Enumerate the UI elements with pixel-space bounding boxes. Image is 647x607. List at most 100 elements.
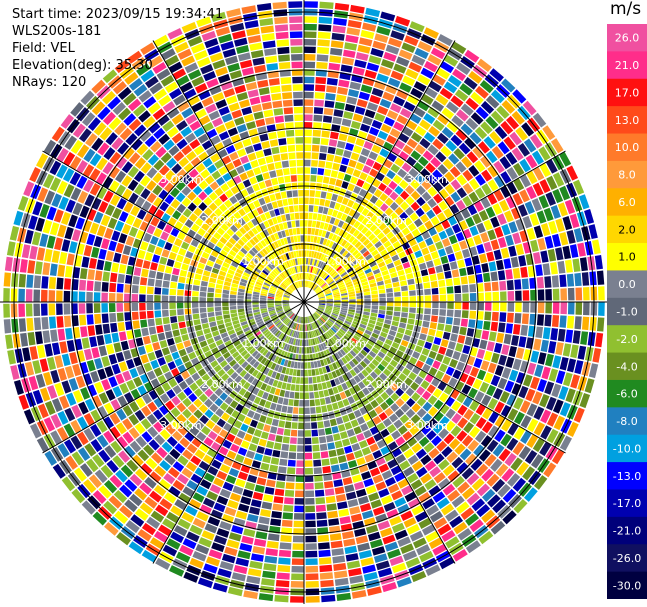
velocity-gate (260, 306, 267, 309)
velocity-gate (252, 340, 260, 347)
velocity-gate (244, 145, 255, 154)
velocity-gate (333, 324, 340, 330)
velocity-gate (326, 404, 334, 412)
velocity-gate (163, 492, 177, 504)
velocity-gate (68, 214, 78, 228)
velocity-gate (235, 478, 246, 488)
velocity-gate (33, 303, 41, 317)
velocity-gate (115, 373, 125, 385)
velocity-gate (552, 302, 560, 314)
velocity-gate (51, 126, 65, 142)
velocity-gate (358, 37, 373, 47)
velocity-gate (393, 121, 405, 132)
velocity-gate (101, 355, 111, 367)
velocity-gate (578, 194, 590, 210)
velocity-gate (328, 241, 334, 249)
velocity-gate (307, 265, 310, 273)
velocity-gate (35, 217, 46, 232)
velocity-gate (222, 172, 232, 182)
velocity-gate (168, 88, 182, 100)
velocity-gate (385, 84, 398, 95)
velocity-gate (279, 324, 285, 331)
velocity-gate (488, 261, 497, 272)
velocity-gate (309, 190, 316, 197)
velocity-gate (210, 135, 221, 146)
velocity-gate (143, 96, 157, 109)
velocity-gate (400, 201, 410, 211)
velocity-gate (268, 131, 278, 140)
velocity-gate (192, 492, 205, 503)
colorbar-segment: -10.0 (607, 434, 647, 463)
velocity-gate (287, 144, 296, 152)
velocity-gate (317, 292, 324, 296)
velocity-gate (399, 414, 410, 424)
ring-label: 1.00km (242, 255, 284, 268)
velocity-gate (292, 91, 303, 99)
velocity-gate (215, 408, 225, 418)
velocity-gate (447, 489, 461, 502)
velocity-gate (322, 207, 329, 215)
velocity-gate (362, 264, 370, 271)
velocity-gate (349, 299, 356, 302)
velocity-gate (202, 157, 213, 168)
velocity-gate (363, 308, 371, 313)
velocity-gate (181, 354, 190, 364)
velocity-gate (280, 238, 285, 246)
velocity-gate (505, 323, 514, 334)
velocity-gate (284, 114, 294, 122)
velocity-gate (92, 490, 107, 505)
velocity-gate (291, 220, 296, 228)
velocity-gate (139, 502, 154, 515)
velocity-gate (169, 295, 176, 302)
velocity-gate (118, 233, 128, 244)
velocity-gate (4, 256, 13, 272)
velocity-gate (204, 332, 213, 340)
colorbar-tick-label: 17.0 (615, 86, 640, 99)
velocity-gate (250, 499, 262, 508)
velocity-gate (296, 316, 300, 323)
velocity-gate (437, 113, 450, 126)
velocity-gate (51, 342, 61, 356)
velocity-gate (305, 273, 307, 280)
velocity-gate (248, 506, 261, 515)
velocity-gate (142, 335, 151, 345)
velocity-gate (461, 487, 475, 500)
velocity-gate (313, 251, 318, 259)
velocity-gate (459, 326, 467, 336)
velocity-gate (388, 483, 400, 494)
velocity-gate (334, 377, 341, 386)
velocity-gate (218, 203, 228, 213)
velocity-gate (237, 52, 251, 62)
velocity-gate (390, 163, 401, 174)
velocity-gate (341, 231, 349, 239)
velocity-gate (102, 271, 110, 282)
velocity-gate (167, 234, 176, 244)
velocity-gate (486, 439, 499, 453)
velocity-gate (386, 364, 395, 372)
velocity-gate (26, 317, 34, 332)
velocity-gate (352, 169, 362, 178)
velocity-gate (384, 207, 394, 217)
velocity-gate (445, 278, 453, 287)
velocity-gate (345, 280, 353, 286)
velocity-gate (293, 323, 298, 330)
velocity-gate (166, 157, 177, 169)
velocity-gate (77, 447, 91, 462)
velocity-gate (499, 199, 510, 212)
velocity-gate (304, 69, 315, 76)
velocity-gate (299, 400, 304, 407)
velocity-gate (347, 19, 362, 29)
velocity-gate (58, 196, 69, 211)
velocity-gate (481, 330, 490, 340)
velocity-gate (24, 361, 35, 376)
velocity-gate (254, 352, 262, 360)
velocity-gate (478, 530, 494, 545)
velocity-gate (179, 544, 194, 557)
velocity-gate (276, 239, 283, 247)
velocity-gate (158, 94, 172, 107)
velocity-gate (574, 360, 584, 375)
velocity-gate (233, 37, 248, 47)
velocity-gate (304, 159, 311, 167)
velocity-gate (222, 302, 229, 307)
velocity-gate (97, 106, 111, 121)
